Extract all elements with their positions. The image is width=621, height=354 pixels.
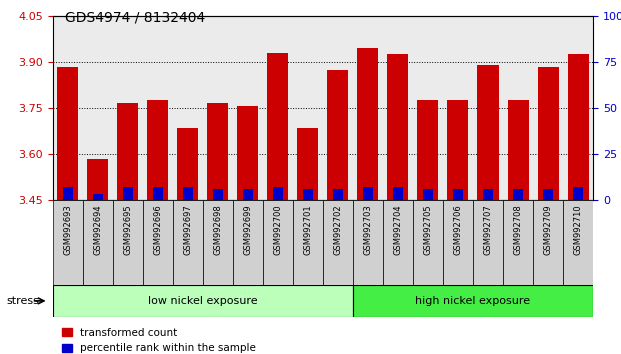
Text: GSM992698: GSM992698 <box>214 204 222 255</box>
Text: low nickel exposure: low nickel exposure <box>148 296 258 306</box>
Bar <box>353 285 593 317</box>
Bar <box>203 200 233 285</box>
Bar <box>503 16 533 200</box>
Bar <box>383 16 413 200</box>
Bar <box>207 103 229 200</box>
Bar <box>83 200 113 285</box>
Bar <box>212 189 223 200</box>
Bar <box>147 100 168 200</box>
Text: GSM992710: GSM992710 <box>574 204 582 255</box>
Bar <box>122 187 133 200</box>
Bar <box>183 187 193 200</box>
Bar <box>88 159 108 200</box>
Bar <box>448 100 468 200</box>
Bar <box>533 16 563 200</box>
Bar <box>443 200 473 285</box>
Bar <box>178 128 198 200</box>
Text: GSM992706: GSM992706 <box>453 204 463 255</box>
Text: GSM992709: GSM992709 <box>543 204 553 255</box>
Bar <box>63 187 73 200</box>
Bar <box>388 54 409 200</box>
Bar <box>443 16 473 200</box>
Bar <box>263 200 293 285</box>
Bar <box>353 16 383 200</box>
Text: GSM992707: GSM992707 <box>484 204 492 255</box>
Bar <box>233 200 263 285</box>
Bar <box>273 187 283 200</box>
Bar <box>563 200 593 285</box>
Bar <box>173 200 203 285</box>
Text: GDS4974 / 8132404: GDS4974 / 8132404 <box>65 11 206 25</box>
Bar <box>423 189 433 200</box>
Bar <box>323 200 353 285</box>
Text: GSM992705: GSM992705 <box>424 204 432 255</box>
Bar <box>483 189 493 200</box>
Bar <box>263 16 293 200</box>
Bar <box>173 16 203 200</box>
Bar <box>573 187 583 200</box>
Bar <box>453 189 463 200</box>
Bar <box>203 16 233 200</box>
Bar <box>473 16 503 200</box>
Bar <box>417 100 438 200</box>
Bar <box>153 187 163 200</box>
Bar <box>117 103 138 200</box>
Bar <box>392 187 403 200</box>
Bar <box>473 200 503 285</box>
Text: stress: stress <box>6 296 39 306</box>
Bar <box>513 189 524 200</box>
Bar <box>568 54 589 200</box>
Bar <box>293 16 323 200</box>
Bar <box>363 187 373 200</box>
Bar <box>323 16 353 200</box>
Text: GSM992701: GSM992701 <box>304 204 312 255</box>
Bar <box>507 100 528 200</box>
Text: GSM992702: GSM992702 <box>333 204 342 255</box>
Text: GSM992704: GSM992704 <box>394 204 402 255</box>
Bar <box>533 200 563 285</box>
Bar <box>237 107 258 200</box>
Text: GSM992693: GSM992693 <box>63 204 72 255</box>
Bar <box>268 53 288 200</box>
Bar <box>563 16 593 200</box>
Bar <box>53 285 353 317</box>
Bar <box>538 67 558 200</box>
Text: GSM992699: GSM992699 <box>243 204 252 255</box>
Bar <box>503 200 533 285</box>
Bar <box>293 200 323 285</box>
Bar <box>57 67 78 200</box>
Bar <box>543 189 553 200</box>
Bar <box>353 200 383 285</box>
Bar <box>243 189 253 200</box>
Text: GSM992696: GSM992696 <box>153 204 162 255</box>
Bar <box>478 65 499 200</box>
Text: GSM992694: GSM992694 <box>93 204 102 255</box>
Bar <box>53 200 83 285</box>
Text: GSM992695: GSM992695 <box>124 204 132 255</box>
Text: GSM992708: GSM992708 <box>514 204 522 255</box>
Bar <box>113 16 143 200</box>
Bar <box>113 200 143 285</box>
Bar <box>143 200 173 285</box>
Text: GSM992700: GSM992700 <box>273 204 283 255</box>
Bar <box>83 16 113 200</box>
Bar <box>413 200 443 285</box>
Bar <box>297 128 319 200</box>
Bar <box>143 16 173 200</box>
Bar <box>333 189 343 200</box>
Bar <box>53 16 83 200</box>
Bar <box>302 189 313 200</box>
Bar <box>327 70 348 200</box>
Bar <box>233 16 263 200</box>
Legend: transformed count, percentile rank within the sample: transformed count, percentile rank withi… <box>58 324 260 354</box>
Text: GSM992703: GSM992703 <box>363 204 373 255</box>
Text: high nickel exposure: high nickel exposure <box>415 296 530 306</box>
Bar <box>413 16 443 200</box>
Text: GSM992697: GSM992697 <box>183 204 193 255</box>
Bar <box>358 48 378 200</box>
Bar <box>93 194 103 200</box>
Bar <box>383 200 413 285</box>
